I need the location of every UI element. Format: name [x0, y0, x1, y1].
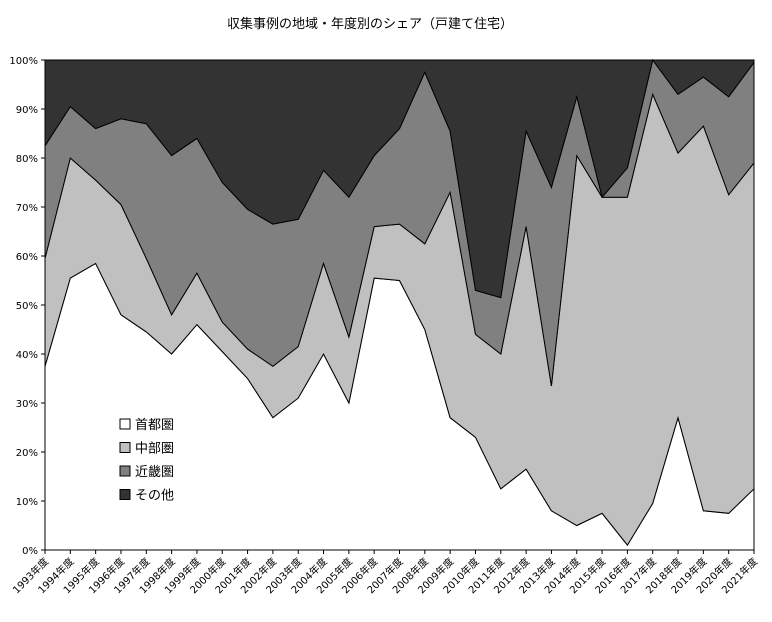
y-tick-label: 30% — [16, 399, 38, 410]
y-tick-label: 10% — [16, 497, 38, 508]
legend-swatch — [119, 465, 131, 477]
y-tick-label: 100% — [9, 56, 38, 67]
y-tick-label: 80% — [16, 154, 38, 165]
chart-title: 収集事例の地域・年度別のシェア（戸建て住宅） — [227, 16, 513, 32]
legend-label: 近畿圏 — [135, 465, 174, 480]
legend-label: 中部圏 — [135, 442, 174, 457]
y-tick-label: 20% — [16, 448, 38, 459]
legend-label: その他 — [135, 489, 174, 504]
y-tick-label: 90% — [16, 105, 38, 116]
legend-label: 首都圏 — [135, 418, 174, 433]
y-tick-label: 40% — [16, 350, 38, 361]
y-tick-label: 0% — [22, 546, 38, 557]
y-tick-label: 50% — [16, 301, 38, 312]
legend-swatch — [119, 418, 131, 430]
y-tick-label: 60% — [16, 252, 38, 263]
legend-swatch — [119, 489, 131, 500]
y-tick-label: 70% — [16, 203, 38, 214]
legend-swatch — [119, 442, 131, 453]
